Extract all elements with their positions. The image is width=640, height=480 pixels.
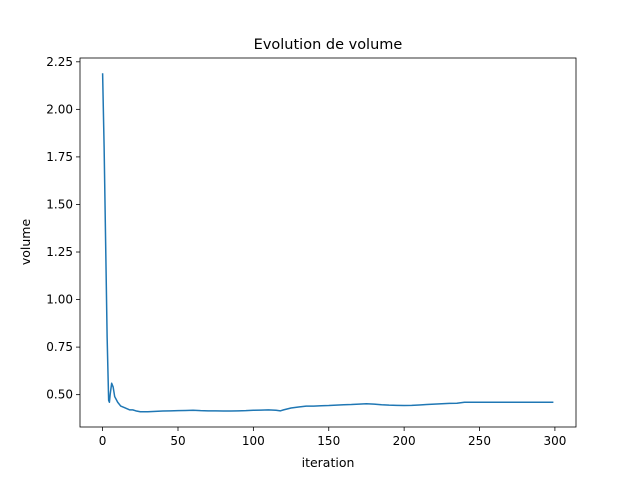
y-tick-label: 1.50 [46, 197, 73, 211]
axes-frame [79, 57, 577, 428]
y-tick-label: 1.75 [46, 150, 73, 164]
y-tick-label: 0.50 [46, 388, 73, 402]
y-axis-label: volume [18, 219, 33, 266]
chart-title: Evolution de volume [254, 37, 403, 53]
series-line-0 [101, 73, 554, 413]
x-tick-label: 200 [393, 434, 416, 448]
y-tick-label: 2.25 [46, 55, 73, 69]
x-tick-label: 250 [468, 434, 491, 448]
y-tick-label: 1.00 [46, 293, 73, 307]
x-tick-label: 50 [170, 434, 185, 448]
y-tick-label: 1.25 [46, 245, 73, 259]
x-tick-label: 300 [543, 434, 566, 448]
x-tick-label: 100 [242, 434, 265, 448]
y-tick-label: 2.00 [46, 102, 73, 116]
x-tick-label: 0 [99, 434, 107, 448]
x-axis-label: iteration [302, 455, 355, 470]
y-tick-label: 0.75 [46, 340, 73, 354]
x-tick-label: 150 [317, 434, 340, 448]
plot-area: 0 50 100 150 200 250 300 0.50 0.75 1.00 1.25 1.50 1.… [46, 55, 577, 448]
